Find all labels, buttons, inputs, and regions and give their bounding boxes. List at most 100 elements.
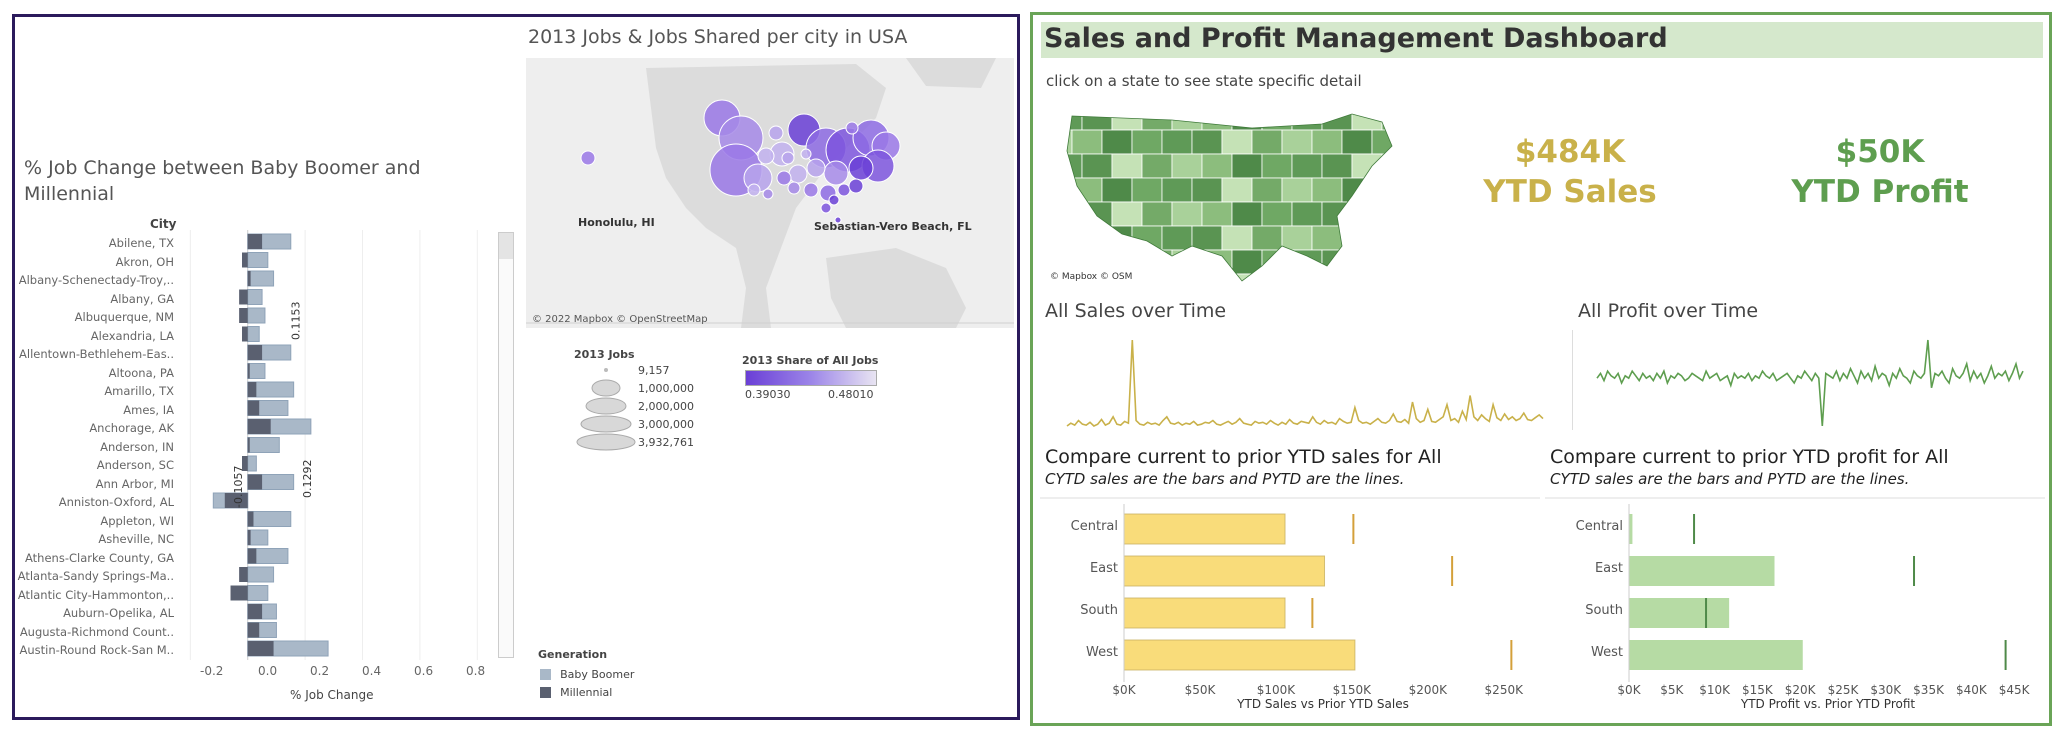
- city-bubble[interactable]: [845, 121, 859, 135]
- state-region[interactable]: [1101, 225, 1133, 251]
- city-bubble[interactable]: [803, 182, 819, 198]
- city-bubble[interactable]: [806, 158, 826, 178]
- state-region[interactable]: [1231, 249, 1263, 275]
- state-region[interactable]: [1291, 153, 1323, 179]
- state-region[interactable]: [1351, 249, 1383, 275]
- state-region[interactable]: [1141, 106, 1173, 131]
- state-region[interactable]: [1281, 129, 1313, 155]
- cytd-bar[interactable]: [1123, 555, 1326, 587]
- state-region[interactable]: [1291, 249, 1323, 275]
- state-region[interactable]: [1201, 249, 1233, 275]
- city-bubble[interactable]: [834, 216, 842, 224]
- city-bubble[interactable]: [788, 164, 808, 184]
- millennial-bar[interactable]: [247, 474, 263, 490]
- state-region[interactable]: [1071, 129, 1103, 155]
- state-region[interactable]: [1171, 153, 1203, 179]
- state-region[interactable]: [1081, 153, 1113, 179]
- state-region[interactable]: [1111, 201, 1143, 227]
- sales-over-time-chart[interactable]: [1065, 334, 1545, 430]
- state-region[interactable]: [1381, 106, 1407, 131]
- state-region[interactable]: [1341, 177, 1373, 203]
- millennial-bar[interactable]: [239, 567, 248, 582]
- state-region[interactable]: [1052, 249, 1083, 275]
- state-region[interactable]: [1321, 201, 1353, 227]
- state-region[interactable]: [1201, 153, 1233, 179]
- state-region[interactable]: [1111, 153, 1143, 179]
- state-region[interactable]: [1191, 225, 1223, 251]
- state-region[interactable]: [1251, 225, 1283, 251]
- state-region[interactable]: [1321, 153, 1353, 179]
- state-region[interactable]: [1081, 106, 1113, 131]
- state-region[interactable]: [1141, 201, 1173, 227]
- millennial-bar[interactable]: [247, 234, 263, 249]
- boomer-bar[interactable]: [247, 585, 269, 601]
- boomer-bar[interactable]: [247, 326, 260, 342]
- state-region[interactable]: [1371, 225, 1402, 251]
- boomer-bar[interactable]: [247, 529, 269, 546]
- legend-item-baby-boomer[interactable]: Baby Boomer: [540, 664, 634, 681]
- state-region[interactable]: [1311, 225, 1343, 251]
- state-region[interactable]: [1071, 225, 1103, 251]
- state-region[interactable]: [1081, 249, 1113, 275]
- state-region[interactable]: [1081, 201, 1113, 227]
- state-region[interactable]: [1101, 177, 1133, 203]
- boomer-bar[interactable]: [247, 511, 292, 527]
- state-region[interactable]: [1141, 153, 1173, 179]
- state-region[interactable]: [1281, 225, 1313, 251]
- state-region[interactable]: [1221, 177, 1253, 203]
- scrollbar-thumb[interactable]: [499, 233, 513, 259]
- millennial-bar[interactable]: [242, 326, 248, 342]
- state-region[interactable]: [1371, 177, 1402, 203]
- us-states-map[interactable]: [1052, 106, 1407, 286]
- state-region[interactable]: [1341, 225, 1373, 251]
- boomer-bar[interactable]: [247, 270, 275, 287]
- state-region[interactable]: [1101, 129, 1133, 155]
- millennial-bar[interactable]: [247, 511, 254, 527]
- cytd-bar[interactable]: [1123, 597, 1286, 629]
- city-bubble[interactable]: [848, 178, 864, 194]
- boomer-bar[interactable]: [247, 363, 266, 379]
- millennial-bar[interactable]: [247, 437, 250, 453]
- millennial-bar[interactable]: [247, 345, 263, 360]
- state-region[interactable]: [1052, 106, 1083, 131]
- state-region[interactable]: [1381, 153, 1407, 179]
- state-region[interactable]: [1171, 201, 1203, 227]
- millennial-bar[interactable]: [247, 363, 250, 379]
- boomer-bar[interactable]: [247, 252, 269, 268]
- cytd-bar[interactable]: [1629, 598, 1730, 628]
- city-bubble[interactable]: [768, 125, 784, 141]
- millennial-bar[interactable]: [247, 382, 257, 397]
- boomer-bar[interactable]: [247, 455, 257, 472]
- city-bubble[interactable]: [762, 188, 774, 200]
- boomer-bar[interactable]: [247, 307, 266, 324]
- state-region[interactable]: [1351, 153, 1383, 179]
- job-change-chart[interactable]: 0.1153 0.1292 -0.1057: [176, 230, 506, 660]
- city-bubble[interactable]: [776, 170, 792, 186]
- cytd-bar[interactable]: [1629, 514, 1633, 544]
- boomer-bar[interactable]: [247, 289, 263, 305]
- profit-over-time-chart[interactable]: [1595, 334, 2025, 430]
- city-bubble[interactable]: [787, 181, 801, 195]
- state-region[interactable]: [1311, 273, 1343, 286]
- millennial-bar[interactable]: [247, 400, 260, 416]
- millennial-bar[interactable]: [247, 271, 251, 286]
- state-region[interactable]: [1052, 201, 1083, 227]
- state-region[interactable]: [1231, 153, 1263, 179]
- millennial-bar[interactable]: [230, 585, 248, 601]
- state-region[interactable]: [1341, 273, 1373, 286]
- millennial-bar[interactable]: [247, 419, 271, 434]
- state-region[interactable]: [1291, 201, 1323, 227]
- state-region[interactable]: [1221, 129, 1253, 155]
- state-region[interactable]: [1381, 201, 1407, 227]
- city-bubble[interactable]: [800, 148, 812, 160]
- state-region[interactable]: [1071, 177, 1103, 203]
- millennial-bar[interactable]: [224, 493, 248, 508]
- city-bubbles[interactable]: [580, 99, 901, 224]
- boomer-bar[interactable]: [247, 566, 275, 583]
- job-change-scrollbar[interactable]: [498, 232, 514, 658]
- state-region[interactable]: [1161, 225, 1193, 251]
- state-region[interactable]: [1201, 201, 1233, 227]
- state-region[interactable]: [1131, 129, 1163, 155]
- city-bubble[interactable]: [820, 202, 832, 214]
- millennial-bar[interactable]: [242, 456, 248, 471]
